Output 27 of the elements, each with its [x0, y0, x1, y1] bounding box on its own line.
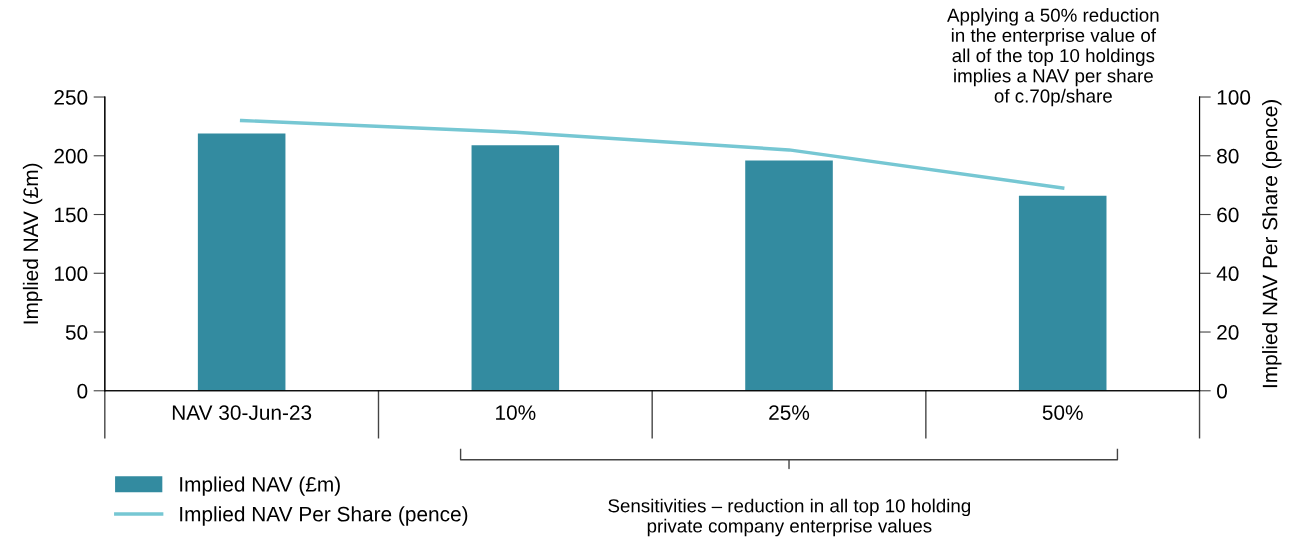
- y-tick-label: 200: [54, 148, 88, 164]
- y-axis-title: Implied NAV (£m): [22, 163, 43, 324]
- y2-axis-title: Implied NAV Per Share (pence): [1262, 100, 1282, 388]
- x-tick-label: 25%: [769, 405, 810, 420]
- y-tick-label: 150: [54, 207, 88, 223]
- y-tick-label: 100: [54, 266, 88, 282]
- y2-tick-label: 20: [1217, 325, 1239, 340]
- bar: [1018, 195, 1107, 391]
- x-tick-label: NAV 30-Jun-23: [172, 405, 312, 420]
- y-tick-label: 250: [54, 90, 88, 105]
- annotation: Applying a 50% reduction in the enterprise value of all of the top 10 holdings implies a NAV per share of c.70p/share: [947, 8, 1159, 107]
- bar: [471, 145, 560, 391]
- legend-label: Implied NAV (£m): [180, 476, 340, 496]
- y2-tick-label: 60: [1217, 207, 1239, 223]
- y2-tick-label: 100: [1217, 90, 1251, 105]
- y-tick-label: 50: [65, 325, 88, 340]
- y2-tick-label: 0: [1217, 383, 1227, 399]
- text: Sensitivities – reduction in all top 10 holding private company enterprise values: [608, 498, 971, 537]
- x-tick-label: 50%: [1042, 405, 1083, 420]
- y2-tick-label: 40: [1216, 266, 1239, 282]
- bar: [197, 133, 286, 391]
- line-series: [239, 118, 1065, 190]
- y2-tick-label: 80: [1217, 148, 1239, 164]
- y-tick-label: 0: [77, 383, 88, 399]
- x-tick-label: 10%: [496, 405, 536, 420]
- bar: [745, 160, 833, 391]
- legend-label: Implied NAV Per Share (pence): [180, 506, 468, 526]
